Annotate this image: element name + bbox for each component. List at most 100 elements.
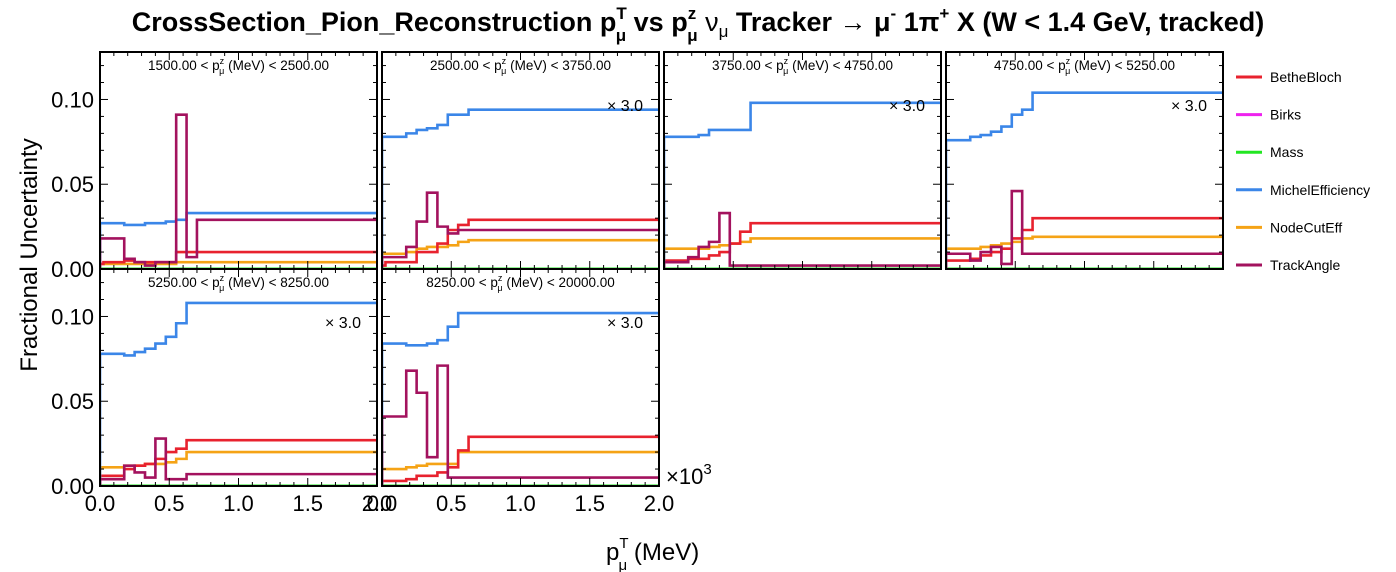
- panel-label-hi: (MeV) < 2500.00: [224, 58, 329, 73]
- legend-label: Mass: [1270, 144, 1303, 160]
- title-part-a: CrossSection_Pion_Reconstruction p: [132, 7, 617, 37]
- x-tick-label: 2.0: [362, 491, 393, 516]
- series-line-trackangle: [100, 437, 377, 486]
- series-line-nodecuteff: [664, 237, 941, 269]
- legend-item-mass: Mass: [1236, 144, 1303, 160]
- x-axis-label: pT μ (MeV): [606, 535, 699, 572]
- x-axis-label-sup: T: [619, 535, 628, 552]
- panel-scale-label: × 3.0: [325, 315, 361, 332]
- panel-label-sup: z: [220, 56, 225, 66]
- panel-label: 5250.00 < pz μ (MeV) < 8250.00: [148, 273, 329, 293]
- series-line-trackangle: [664, 211, 941, 269]
- x-tick-label: 0.5: [154, 491, 185, 516]
- panel-label: 3750.00 < pz μ (MeV) < 4750.00: [712, 56, 893, 76]
- x-axis-exponent-sup: 3: [703, 461, 711, 478]
- series-line-nodecuteff: [382, 238, 659, 269]
- panels-group: 1500.00 < pz μ (MeV) < 2500.00 0.00 0.05 0.1…: [51, 51, 1224, 516]
- panel-label-sub: μ: [497, 283, 502, 293]
- panel-series-group: [382, 311, 659, 486]
- panel-label-sup: z: [502, 56, 507, 66]
- series-line-bethebloch: [382, 218, 659, 269]
- panel-label-sub: μ: [219, 66, 224, 76]
- legend-item-nodecuteff: NodeCutEff: [1236, 219, 1342, 235]
- panel-ticks: [99, 269, 378, 487]
- title-part-b: vs p: [626, 7, 688, 37]
- x-axis-exponent-base: ×10: [666, 464, 703, 489]
- x-tick-label: 1.0: [223, 491, 254, 516]
- panel-label: 1500.00 < pz μ (MeV) < 2500.00: [148, 56, 329, 76]
- y-tick-label: 0.05: [51, 172, 94, 197]
- series-line-trackangle: [382, 191, 659, 269]
- panel-label-sub: μ: [501, 66, 506, 76]
- title-part-a-sup: T: [616, 4, 627, 23]
- title-part-b-sup: z: [688, 4, 697, 23]
- panel-label-sup: z: [1066, 56, 1071, 66]
- panel-ticks: [381, 52, 660, 270]
- panel-scale-label: × 3.0: [607, 315, 643, 332]
- panel-4: 4750.00 < pz μ (MeV) < 5250.00 × 3.0: [945, 51, 1224, 270]
- title-part-b-sub: μ: [687, 26, 697, 45]
- panel-background: [382, 52, 659, 269]
- title-part-d-sup: -: [891, 4, 897, 23]
- series-line-michelefficiency: [664, 101, 941, 269]
- series-line-bethebloch: [664, 221, 941, 269]
- panel-label-sup: z: [784, 56, 789, 66]
- panel-label-hi: (MeV) < 4750.00: [788, 58, 893, 73]
- panel-label-hi: (MeV) < 5250.00: [1070, 58, 1175, 73]
- legend-label: BetheBloch: [1270, 69, 1342, 85]
- panel-1: 1500.00 < pz μ (MeV) < 2500.000.000.050.1…: [51, 51, 378, 282]
- y-axis-label: Fractional Uncertainty: [16, 138, 43, 371]
- chart-title: CrossSection_Pion_Reconstruction pT μ vs …: [132, 4, 1264, 45]
- panel-label-hi: (MeV) < 8250.00: [224, 275, 329, 290]
- y-tick-label: 0.05: [51, 389, 94, 414]
- panel-ticks: [663, 52, 942, 270]
- title-part-f: X (W < 1.4 GeV, tracked): [949, 7, 1264, 37]
- panel-3: 3750.00 < pz μ (MeV) < 4750.00 × 3.0: [663, 51, 942, 270]
- x-tick-label: 0.0: [85, 491, 116, 516]
- panel-scale-label: × 3.0: [889, 98, 925, 115]
- title-part-e: 1π: [896, 7, 939, 37]
- panel-label-sup: z: [220, 273, 225, 283]
- series-line-michelefficiency: [100, 301, 377, 486]
- panel-label-sup: z: [498, 273, 503, 283]
- panel-label-sub: μ: [1065, 66, 1070, 76]
- series-line-trackangle: [382, 364, 659, 486]
- legend-label: TrackAngle: [1270, 257, 1341, 273]
- panel-series-group: [382, 108, 659, 269]
- series-line-trackangle: [946, 189, 1223, 269]
- panel-label-sub: μ: [783, 66, 788, 76]
- panel-background: [382, 269, 659, 486]
- legend-item-bethebloch: BetheBloch: [1236, 69, 1342, 85]
- x-tick-label: 1.5: [292, 491, 323, 516]
- y-tick-label: 0.00: [51, 474, 94, 499]
- panel-5: 5250.00 < pz μ (MeV) < 8250.00× 3.00.000.…: [51, 268, 393, 516]
- series-line-nodecuteff: [946, 235, 1223, 269]
- panel-background: [946, 52, 1223, 269]
- panel-background: [100, 269, 377, 486]
- x-tick-label: 0.5: [436, 491, 467, 516]
- title-part-c: ν: [698, 7, 719, 37]
- legend-label: Birks: [1270, 107, 1301, 123]
- panel-6: 8250.00 < pz μ (MeV) < 20000.00 × 3.0 0.0 0.…: [367, 268, 674, 516]
- panel-series-group: [100, 301, 377, 486]
- x-axis-label-sub: μ: [619, 557, 628, 572]
- panel-label: 2500.00 < pz μ (MeV) < 3750.00: [430, 56, 611, 76]
- y-tick-label: 0.00: [51, 257, 94, 282]
- panel-series-group: [946, 91, 1223, 269]
- x-axis-label-p: p: [606, 539, 619, 566]
- series-line-nodecuteff: [382, 450, 659, 486]
- panel-label-lo: 2500.00 < p: [430, 58, 502, 73]
- series-line-michelefficiency: [382, 311, 659, 486]
- legend-item-trackangle: TrackAngle: [1236, 257, 1341, 273]
- panel-scale-label: × 3.0: [1171, 98, 1207, 115]
- panel-label-hi: (MeV) < 20000.00: [503, 275, 615, 290]
- legend-item-birks: Birks: [1236, 107, 1301, 123]
- panel-series-group: [664, 101, 941, 269]
- panel-label-lo: 4750.00 < p: [994, 58, 1066, 73]
- panel-label-lo: 8250.00 < p: [426, 275, 498, 290]
- panel-scale-label: × 3.0: [607, 98, 643, 115]
- y-tick-label: 0.10: [51, 304, 94, 329]
- series-line-michelefficiency: [946, 91, 1223, 269]
- series-line-michelefficiency: [382, 108, 659, 269]
